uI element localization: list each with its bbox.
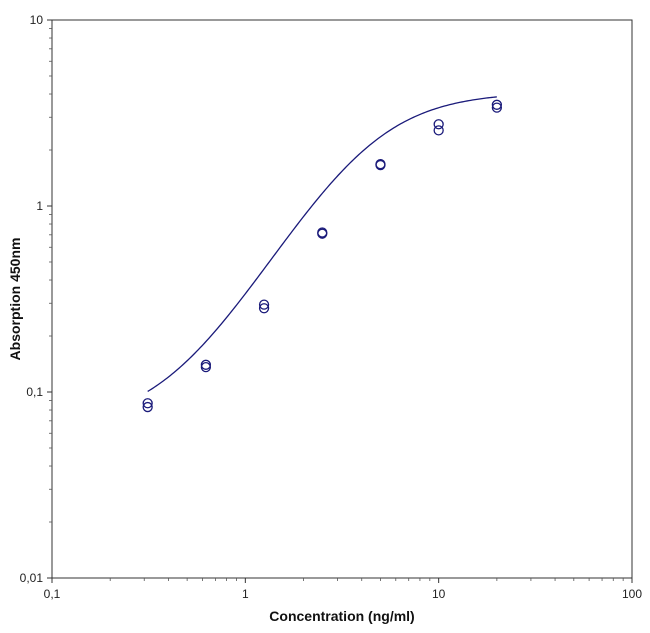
data-point bbox=[317, 228, 328, 239]
data-point bbox=[433, 125, 444, 136]
data-point bbox=[142, 398, 153, 409]
y-tick-label: 10 bbox=[30, 13, 44, 27]
data-point bbox=[375, 159, 386, 171]
x-tick-label: 1 bbox=[242, 587, 249, 601]
x-axis: 0,1 1 10 100 bbox=[44, 578, 642, 601]
x-axis-title: Concentration (ng/ml) bbox=[269, 608, 414, 624]
data-point bbox=[142, 401, 153, 413]
y-axis: 0,01 0,1 1 10 bbox=[20, 13, 52, 585]
plot-frame bbox=[51, 19, 633, 579]
data-point bbox=[491, 102, 503, 113]
data-point bbox=[258, 303, 270, 314]
y-tick-label: 0,01 bbox=[20, 571, 44, 585]
y-axis-title: Absorption 450nm bbox=[7, 238, 23, 361]
data-point bbox=[433, 119, 444, 130]
x-tick-label: 0,1 bbox=[44, 587, 61, 601]
data-point bbox=[258, 299, 270, 310]
x-tick-label: 100 bbox=[622, 587, 642, 601]
data-points bbox=[142, 99, 503, 413]
x-tick-label: 10 bbox=[432, 587, 446, 601]
fit-curve bbox=[147, 96, 497, 393]
y-tick-label: 0,1 bbox=[26, 385, 43, 399]
data-point bbox=[200, 362, 212, 373]
data-point bbox=[491, 99, 503, 110]
y-tick-label: 1 bbox=[36, 199, 43, 213]
